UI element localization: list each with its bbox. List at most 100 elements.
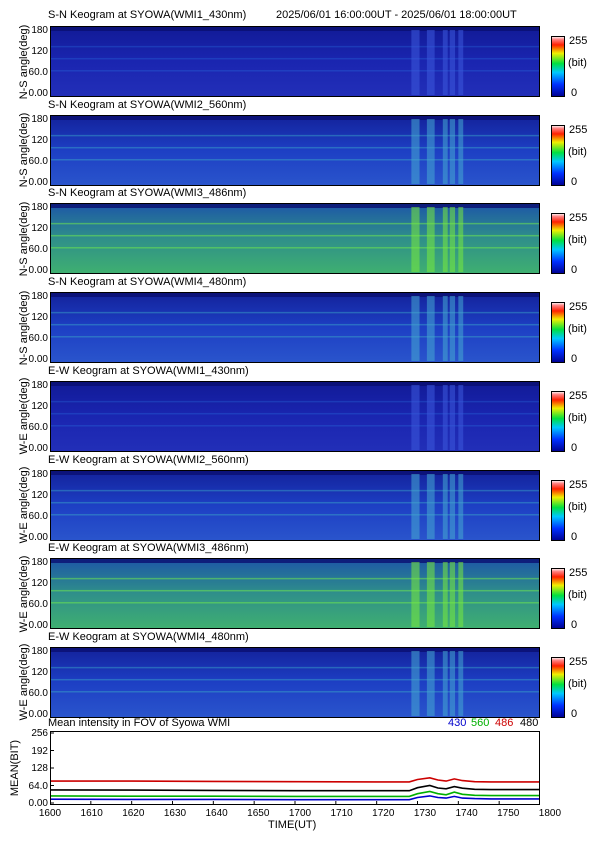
y-tick-label: 120 <box>31 578 48 590</box>
y-tick-label: 60.0 <box>28 510 48 522</box>
y-tick-label: 60.0 <box>28 67 48 78</box>
x-tick-label: 1600 <box>38 808 62 819</box>
colorbar-min-label: 0 <box>571 264 578 277</box>
panel-title: S-N Keogram at SYOWA(WMI4_480nm) <box>48 276 247 289</box>
colorbar-max-label: 255 <box>569 212 588 225</box>
x-tick-label: 1740 <box>455 808 478 819</box>
colorbar-min-label: 0 <box>571 707 578 720</box>
keogram-image <box>50 26 540 97</box>
y-tick-label: 180 <box>31 468 48 480</box>
y-tick-label: 180 <box>31 645 48 657</box>
panel-title: E-W Keogram at SYOWA(WMI1_430nm) <box>48 364 249 377</box>
y-tick-label: 0.00 <box>28 798 48 809</box>
x-tick-label: 1750 <box>497 808 520 819</box>
colorbar-unit-label: (bit) <box>568 234 587 247</box>
colorbar-min-label: 0 <box>571 175 578 188</box>
y-tick-label: 180 <box>31 113 48 125</box>
panel-title: S-N Keogram at SYOWA(WMI2_560nm) <box>48 98 247 111</box>
colorbar-min-label: 0 <box>571 353 578 366</box>
legend-label: 430 <box>448 717 467 729</box>
colorbar-unit-label: (bit) <box>568 677 587 690</box>
colorbar-max-label: 255 <box>569 35 588 47</box>
y-tick-label: 180 <box>31 379 48 391</box>
y-tick-label: 60.0 <box>28 155 48 167</box>
colorbar-unit-label: (bit) <box>568 57 587 69</box>
colorbar-max-label: 255 <box>569 655 588 668</box>
keogram-image <box>50 292 540 364</box>
y-tick-label: 120 <box>31 312 48 324</box>
series-line-430 <box>50 795 540 801</box>
y-tick-label: 60.0 <box>28 687 48 699</box>
x-tick-label: 1700 <box>288 808 312 819</box>
y-tick-label: 0.00 <box>28 442 48 454</box>
colorbar <box>551 656 565 718</box>
colorbar <box>551 124 565 186</box>
x-tick-label: 1720 <box>372 808 395 819</box>
y-tick-label: 120 <box>31 666 48 678</box>
y-tick-label: 60.0 <box>28 421 48 433</box>
colorbar <box>551 479 565 541</box>
y-tick-label: 60.0 <box>28 244 48 256</box>
y-tick-label: 128 <box>31 763 48 774</box>
y-tick-label: 0.00 <box>28 176 48 188</box>
y-tick-label: 60.0 <box>28 333 48 345</box>
y-tick-label: 180 <box>31 291 48 303</box>
x-tick-label: 1620 <box>122 808 145 819</box>
y-tick-label: 60.0 <box>28 599 48 611</box>
keogram-image <box>50 203 540 275</box>
colorbar-unit-label: (bit) <box>568 500 587 513</box>
y-tick-label: 180 <box>31 202 48 214</box>
colorbar <box>551 302 565 364</box>
colorbar-min-label: 0 <box>571 530 578 543</box>
y-tick-label: 0.00 <box>28 531 48 543</box>
colorbar-max-label: 255 <box>569 567 588 580</box>
panel-title: E-W Keogram at SYOWA(WMI3_486nm) <box>48 542 249 555</box>
legend-label: 480 <box>520 717 539 729</box>
y-tick-label: 120 <box>31 400 48 412</box>
y-tick-label: 0.00 <box>28 620 48 632</box>
keogram-image <box>50 114 540 186</box>
x-tick-label: 1640 <box>205 808 228 819</box>
keogram-image <box>50 646 540 718</box>
series-line-486 <box>50 776 540 783</box>
x-tick-label: 1730 <box>413 808 437 819</box>
colorbar <box>551 568 565 630</box>
x-tick-label: 1630 <box>163 808 187 819</box>
colorbar-min-label: 0 <box>571 87 578 99</box>
colorbar <box>551 213 565 275</box>
colorbar-max-label: 255 <box>569 123 588 136</box>
panel-title: E-W Keogram at SYOWA(WMI2_560nm) <box>48 453 249 466</box>
series-line-480 <box>50 784 540 792</box>
colorbar-unit-label: (bit) <box>568 589 587 602</box>
x-tick-label: 1610 <box>80 808 103 819</box>
y-tick-label: 0.00 <box>28 265 48 277</box>
keogram-image <box>50 558 540 630</box>
colorbar-min-label: 0 <box>571 441 578 454</box>
chart-title: Mean intensity in FOV of Syowa WMI <box>48 717 231 729</box>
colorbar-max-label: 255 <box>569 389 588 402</box>
y-tick-label: 120 <box>31 46 48 57</box>
x-tick-label: 1800 <box>538 808 562 819</box>
panel-title: S-N Keogram at SYOWA(WMI3_486nm) <box>48 187 247 200</box>
y-tick-label: 120 <box>31 223 48 235</box>
x-tick-label: 1650 <box>247 808 270 819</box>
colorbar-max-label: 255 <box>569 301 588 314</box>
colorbar <box>551 36 565 97</box>
colorbar <box>551 390 565 452</box>
y-tick-label: 256 <box>31 728 48 739</box>
keogram-image <box>50 469 540 541</box>
line-plot-area <box>50 731 540 805</box>
legend-label: 486 <box>495 717 514 729</box>
colorbar-max-label: 255 <box>569 478 588 491</box>
keogram-image <box>50 380 540 452</box>
y-tick-label: 0.00 <box>28 708 48 720</box>
x-axis-label: TIME(UT) <box>268 819 317 831</box>
first-panel-title: S-N Keogram at SYOWA(WMI1_430nm) <box>48 9 247 21</box>
y-tick-label: 120 <box>31 489 48 501</box>
y-tick-label: 192 <box>31 745 48 757</box>
y-tick-label: 120 <box>31 134 48 146</box>
y-tick-label: 0.00 <box>28 354 48 366</box>
y-tick-label: 64.0 <box>28 780 48 792</box>
time-range-header: 2025/06/01 16:00:00UT - 2025/06/01 18:00… <box>276 9 517 21</box>
x-tick-label: 1710 <box>330 808 353 819</box>
